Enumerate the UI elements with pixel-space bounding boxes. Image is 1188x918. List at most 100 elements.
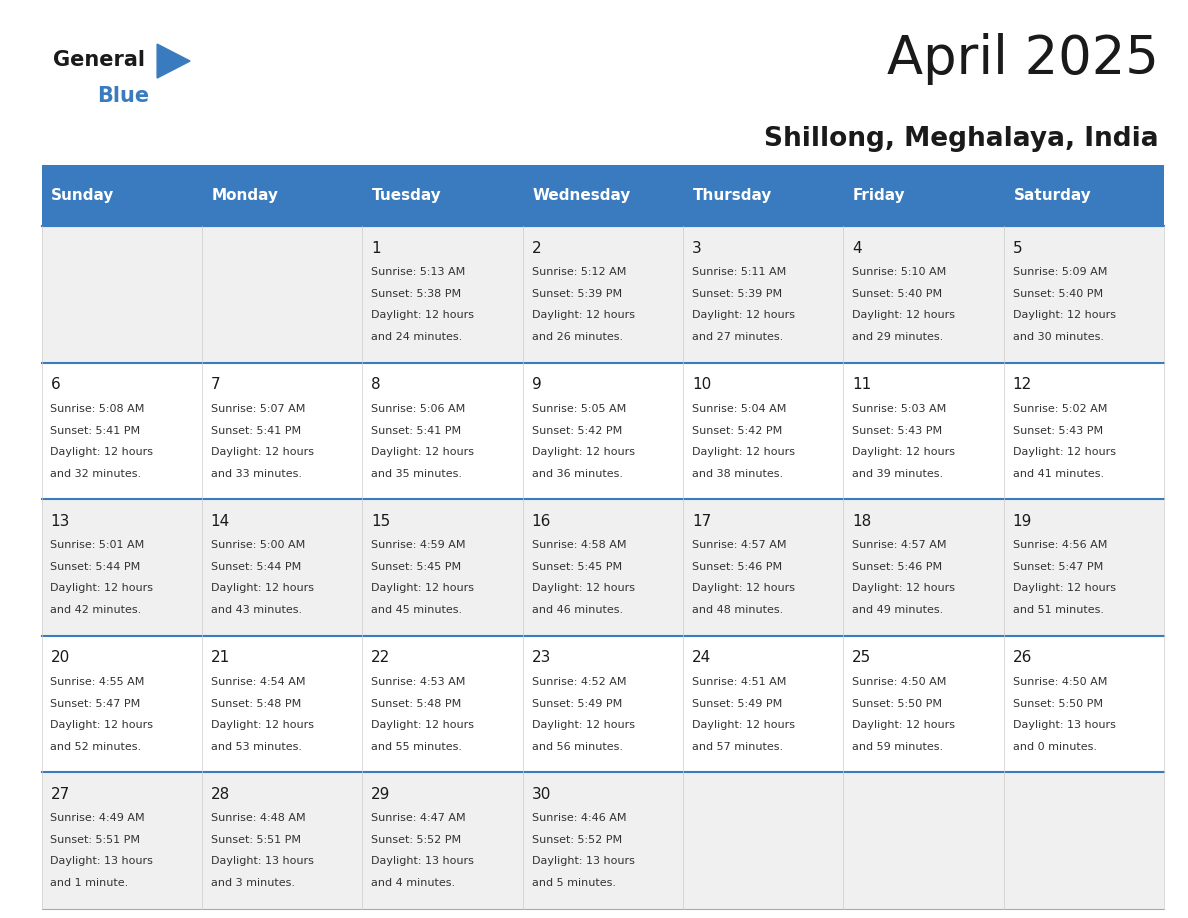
Text: Sunset: 5:43 PM: Sunset: 5:43 PM (852, 426, 942, 435)
FancyBboxPatch shape (523, 226, 683, 363)
Text: Sunset: 5:40 PM: Sunset: 5:40 PM (852, 289, 942, 299)
Text: and 38 minutes.: and 38 minutes. (691, 468, 783, 478)
Text: General: General (52, 50, 145, 70)
Text: 16: 16 (531, 513, 551, 529)
Text: 27: 27 (50, 787, 70, 801)
Text: Sunset: 5:52 PM: Sunset: 5:52 PM (371, 835, 461, 845)
Text: Sunrise: 4:57 AM: Sunrise: 4:57 AM (852, 540, 947, 550)
Text: 8: 8 (371, 377, 381, 392)
Text: and 42 minutes.: and 42 minutes. (50, 605, 141, 615)
Text: and 24 minutes.: and 24 minutes. (371, 332, 462, 342)
Text: Sunset: 5:47 PM: Sunset: 5:47 PM (1012, 562, 1102, 572)
Text: Daylight: 12 hours: Daylight: 12 hours (852, 720, 955, 730)
Text: and 53 minutes.: and 53 minutes. (210, 742, 302, 752)
FancyBboxPatch shape (683, 363, 843, 499)
Text: 13: 13 (50, 513, 70, 529)
Text: Daylight: 12 hours: Daylight: 12 hours (531, 720, 634, 730)
Text: Sunrise: 4:54 AM: Sunrise: 4:54 AM (210, 677, 305, 687)
Text: 2: 2 (531, 241, 542, 255)
Text: Daylight: 12 hours: Daylight: 12 hours (531, 310, 634, 320)
Text: Sunrise: 4:59 AM: Sunrise: 4:59 AM (371, 540, 466, 550)
Text: and 49 minutes.: and 49 minutes. (852, 605, 943, 615)
Text: 19: 19 (1012, 513, 1032, 529)
FancyBboxPatch shape (683, 772, 843, 909)
Text: 1: 1 (371, 241, 381, 255)
Text: Sunrise: 5:03 AM: Sunrise: 5:03 AM (852, 404, 947, 414)
Text: 15: 15 (371, 513, 391, 529)
Text: 4: 4 (852, 241, 862, 255)
FancyBboxPatch shape (362, 499, 523, 636)
Text: 29: 29 (371, 787, 391, 801)
Text: Sunrise: 4:49 AM: Sunrise: 4:49 AM (50, 813, 145, 823)
Text: Shillong, Meghalaya, India: Shillong, Meghalaya, India (764, 126, 1158, 151)
FancyBboxPatch shape (202, 499, 362, 636)
FancyBboxPatch shape (843, 165, 1004, 226)
Text: and 36 minutes.: and 36 minutes. (531, 468, 623, 478)
FancyBboxPatch shape (683, 226, 843, 363)
Text: 11: 11 (852, 377, 872, 392)
FancyBboxPatch shape (843, 772, 1004, 909)
Text: and 26 minutes.: and 26 minutes. (531, 332, 623, 342)
Text: Daylight: 12 hours: Daylight: 12 hours (531, 447, 634, 456)
Text: Daylight: 12 hours: Daylight: 12 hours (50, 720, 153, 730)
Text: Daylight: 12 hours: Daylight: 12 hours (852, 447, 955, 456)
Text: and 59 minutes.: and 59 minutes. (852, 742, 943, 752)
Text: and 3 minutes.: and 3 minutes. (210, 879, 295, 888)
Text: 22: 22 (371, 650, 391, 666)
Text: Sunset: 5:39 PM: Sunset: 5:39 PM (691, 289, 782, 299)
Text: Sunrise: 5:00 AM: Sunrise: 5:00 AM (210, 540, 305, 550)
FancyBboxPatch shape (523, 363, 683, 499)
Text: Monday: Monday (211, 188, 278, 203)
Text: Sunset: 5:43 PM: Sunset: 5:43 PM (1012, 426, 1102, 435)
FancyBboxPatch shape (843, 363, 1004, 499)
FancyBboxPatch shape (1004, 363, 1164, 499)
FancyBboxPatch shape (1004, 772, 1164, 909)
Text: Sunrise: 4:50 AM: Sunrise: 4:50 AM (852, 677, 947, 687)
Text: Sunrise: 5:08 AM: Sunrise: 5:08 AM (50, 404, 145, 414)
FancyBboxPatch shape (1004, 636, 1164, 772)
Text: Sunset: 5:46 PM: Sunset: 5:46 PM (691, 562, 782, 572)
Text: Sunset: 5:41 PM: Sunset: 5:41 PM (50, 426, 140, 435)
Text: Daylight: 13 hours: Daylight: 13 hours (50, 856, 153, 867)
FancyBboxPatch shape (202, 226, 362, 363)
FancyBboxPatch shape (1004, 499, 1164, 636)
Text: 18: 18 (852, 513, 872, 529)
FancyBboxPatch shape (42, 772, 202, 909)
Text: 23: 23 (531, 650, 551, 666)
FancyBboxPatch shape (42, 226, 202, 363)
Text: and 27 minutes.: and 27 minutes. (691, 332, 783, 342)
Text: Daylight: 13 hours: Daylight: 13 hours (1012, 720, 1116, 730)
FancyBboxPatch shape (362, 226, 523, 363)
Text: Sunset: 5:51 PM: Sunset: 5:51 PM (210, 835, 301, 845)
Text: Sunset: 5:45 PM: Sunset: 5:45 PM (371, 562, 461, 572)
Text: Daylight: 12 hours: Daylight: 12 hours (371, 583, 474, 593)
Text: Blue: Blue (97, 86, 150, 106)
Text: Sunset: 5:52 PM: Sunset: 5:52 PM (531, 835, 621, 845)
Text: Sunset: 5:51 PM: Sunset: 5:51 PM (50, 835, 140, 845)
Text: Sunrise: 4:51 AM: Sunrise: 4:51 AM (691, 677, 786, 687)
FancyBboxPatch shape (683, 636, 843, 772)
Text: Sunset: 5:45 PM: Sunset: 5:45 PM (531, 562, 621, 572)
Text: Sunset: 5:48 PM: Sunset: 5:48 PM (210, 699, 301, 709)
Text: Daylight: 12 hours: Daylight: 12 hours (691, 310, 795, 320)
FancyBboxPatch shape (362, 165, 523, 226)
Text: Saturday: Saturday (1013, 188, 1092, 203)
FancyBboxPatch shape (843, 226, 1004, 363)
Text: 5: 5 (1012, 241, 1023, 255)
Text: and 39 minutes.: and 39 minutes. (852, 468, 943, 478)
Text: and 46 minutes.: and 46 minutes. (531, 605, 623, 615)
Text: and 30 minutes.: and 30 minutes. (1012, 332, 1104, 342)
Text: 12: 12 (1012, 377, 1032, 392)
Text: Daylight: 13 hours: Daylight: 13 hours (210, 856, 314, 867)
Text: Sunrise: 5:01 AM: Sunrise: 5:01 AM (50, 540, 145, 550)
Text: and 0 minutes.: and 0 minutes. (1012, 742, 1097, 752)
Text: Sunset: 5:48 PM: Sunset: 5:48 PM (371, 699, 461, 709)
Text: Wednesday: Wednesday (532, 188, 631, 203)
FancyBboxPatch shape (42, 165, 202, 226)
Text: Daylight: 12 hours: Daylight: 12 hours (371, 310, 474, 320)
FancyBboxPatch shape (202, 772, 362, 909)
Text: Daylight: 12 hours: Daylight: 12 hours (691, 447, 795, 456)
FancyBboxPatch shape (202, 363, 362, 499)
Text: 3: 3 (691, 241, 702, 255)
Text: Sunrise: 5:11 AM: Sunrise: 5:11 AM (691, 267, 786, 277)
